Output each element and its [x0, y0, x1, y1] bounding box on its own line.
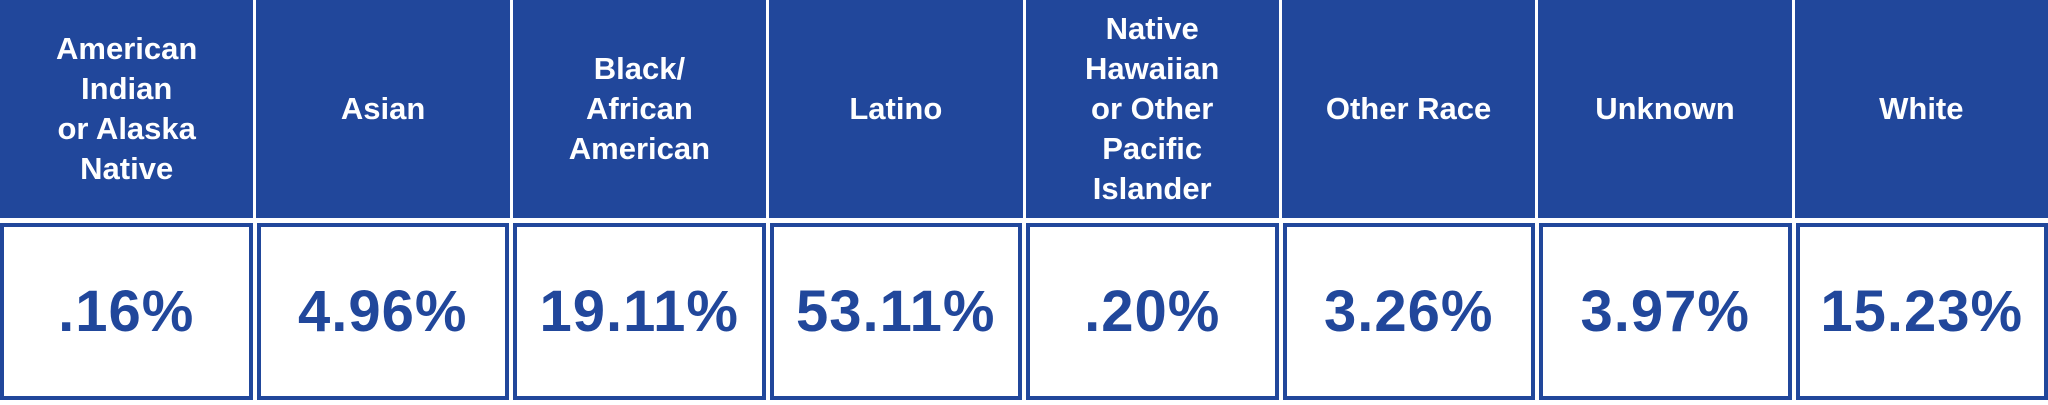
header-cell-label-line: Asian: [340, 91, 426, 126]
value-label: 3.26%: [1324, 279, 1494, 344]
table-value-row: .16% 4.96% 19.11% 53.11% .20% 3.26% 3.97% 15.23…: [0, 223, 2048, 400]
value-cell: 53.11%: [769, 223, 1022, 400]
header-cell-label-line: Other Race: [1325, 91, 1492, 126]
header-cell-label-line: Indian: [81, 71, 173, 106]
header-cell-label-line: White: [1879, 91, 1964, 126]
header-cell-label-line: Unknown: [1595, 91, 1735, 126]
value-label: .20%: [1084, 279, 1221, 344]
header-cell-label-line: Hawaiian: [1084, 51, 1220, 86]
header-cell: Other Race: [1278, 0, 1535, 218]
header-cell-label-line: Latino: [849, 91, 943, 126]
header-cell: Latino: [766, 0, 1022, 218]
value-cell: 19.11%: [513, 223, 766, 400]
header-cell-label-line: Islander: [1092, 171, 1212, 206]
value-label: 3.97%: [1580, 279, 1750, 344]
value-label: .16%: [58, 279, 195, 344]
table-header-row: American Indian or Alaska Native Asian Black/…: [0, 0, 2048, 218]
value-cell: 3.97%: [1539, 223, 1792, 400]
header-cell: White: [1791, 0, 2048, 218]
header-cell: Unknown: [1535, 0, 1791, 218]
header-cell-label-line: Pacific: [1102, 131, 1203, 166]
value-label: 53.11%: [795, 279, 996, 344]
value-label: 19.11%: [539, 279, 739, 344]
header-cell: Native Hawaiian or Other Pacific Islander: [1022, 0, 1279, 218]
header-cell-label-line: Black/: [593, 51, 686, 86]
header-cell-label-line: American: [56, 31, 198, 66]
value-cell: 15.23%: [1795, 223, 2048, 400]
header-body-divider: [0, 218, 2048, 223]
header-cell: Black/African American: [509, 0, 766, 218]
value-cell: 3.26%: [1282, 223, 1535, 400]
header-cell-label-line: or Alaska: [57, 111, 196, 146]
value-cell: 4.96%: [256, 223, 509, 400]
value-cell: .20%: [1026, 223, 1279, 400]
header-cell: Asian: [253, 0, 509, 218]
header-cell-label-line: Native: [1105, 11, 1199, 46]
header-cell-label-line: African: [586, 91, 693, 126]
value-cell: .16%: [0, 223, 253, 400]
header-cell-label-line: or Other: [1091, 91, 1214, 126]
header-cell-label-line: American: [568, 131, 711, 166]
header-cell-label-line: Native: [80, 151, 174, 186]
bottom-margin: [0, 400, 2048, 405]
value-label: 15.23%: [1820, 279, 2024, 344]
header-cell: American Indian or Alaska Native: [0, 0, 253, 218]
value-label: 4.96%: [298, 279, 468, 344]
